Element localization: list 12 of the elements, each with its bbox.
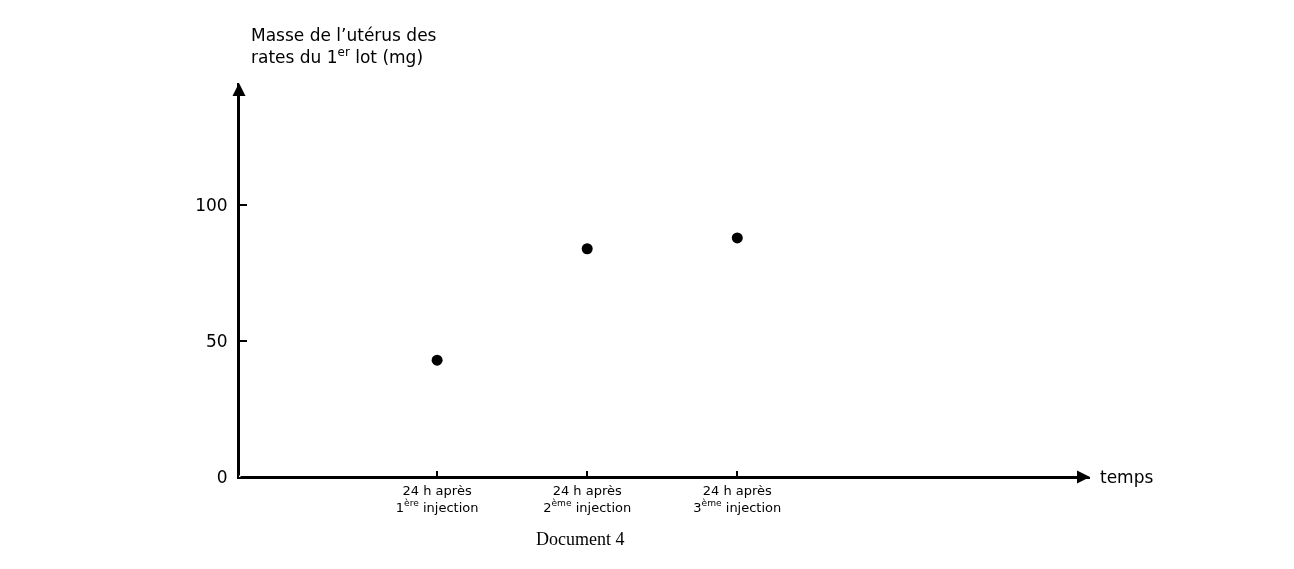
- x-tick-label: 24 h après 2$^{ème}$ injection: [543, 482, 632, 515]
- y-tick-label: 0: [216, 466, 228, 487]
- x-tick-label: 24 h après 3$^{ème}$ injection: [693, 482, 782, 515]
- y-tick-label: 100: [195, 195, 228, 216]
- y-axis-title: Masse de l’utérus des rates du 1$^{er}$ lot (mg): [251, 25, 437, 68]
- point: [731, 232, 743, 244]
- point: [431, 354, 443, 366]
- text: Document 4: [536, 529, 625, 549]
- y-tick-label: 50: [205, 331, 228, 352]
- text: temps: [1100, 467, 1154, 487]
- point: [581, 243, 593, 255]
- x-tick-label: 24 h après 1$^{ère}$ injection: [395, 482, 479, 515]
